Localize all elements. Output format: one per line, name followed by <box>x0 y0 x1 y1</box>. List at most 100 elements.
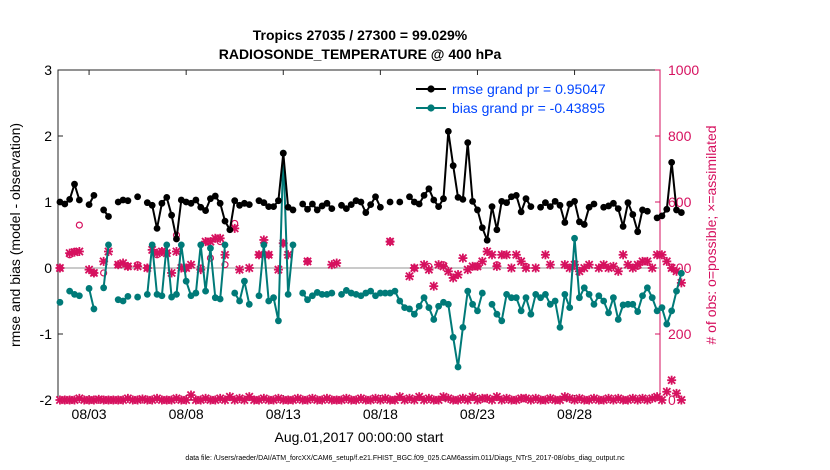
rmse-point <box>435 203 443 211</box>
rmse-point <box>367 201 375 209</box>
obs-assimilated-point <box>662 387 672 397</box>
y-tick-label-left: -1 <box>40 326 53 342</box>
bias-point <box>202 287 209 295</box>
bias-point <box>241 277 248 285</box>
bias-point <box>503 291 510 298</box>
obs-possible-point <box>56 264 64 272</box>
obs-possible-point <box>265 251 273 259</box>
obs-assimilated-point <box>584 260 594 270</box>
bias-point <box>600 297 608 305</box>
x-tick-label: 08/23 <box>460 406 495 422</box>
rmse-point <box>561 219 569 226</box>
rmse-point <box>478 224 486 232</box>
bias-point <box>449 333 457 341</box>
obs-assimilated-point <box>506 263 516 273</box>
obs-possible-point <box>100 269 108 277</box>
obs-assimilated-point <box>235 265 245 275</box>
bias-point <box>284 291 292 298</box>
y-tick-label-right: 200 <box>668 326 692 342</box>
obs-possible-point <box>75 221 83 229</box>
bias-point <box>435 302 443 310</box>
bias-point <box>527 310 535 318</box>
y-tick-label-right: 800 <box>668 128 692 144</box>
rmse-point <box>609 199 617 207</box>
bias-point <box>561 291 569 298</box>
obs-possible-point <box>634 262 642 270</box>
y-tick-label-right: 1000 <box>668 62 699 78</box>
bias-point <box>580 284 588 292</box>
bias-line-segment <box>102 244 110 288</box>
obs-possible-point <box>66 251 74 259</box>
rmse-point <box>512 192 520 199</box>
rmse-point <box>464 139 472 147</box>
rmse-point <box>590 200 598 208</box>
rmse-point <box>192 196 200 204</box>
bias-point <box>265 297 273 305</box>
bias-point <box>668 307 676 315</box>
rmse-point <box>226 226 234 234</box>
obs-assimilated-point <box>613 266 623 276</box>
rmse-point <box>279 149 287 157</box>
rmse-point <box>216 199 224 207</box>
chart-title-line2: RADIOSONDE_TEMPERATURE @ 400 hPa <box>219 46 502 62</box>
rmse-point <box>517 208 525 216</box>
obs-assimilated-point <box>395 392 405 402</box>
obs-possible-point <box>522 262 530 270</box>
bias-point <box>410 310 418 318</box>
rmse-point <box>100 206 108 214</box>
bias-point <box>328 289 336 297</box>
bias-point <box>653 307 661 315</box>
bias-point <box>493 310 501 318</box>
y-tick-label-left: 3 <box>44 62 52 78</box>
obs-assimilated-point <box>618 250 628 260</box>
rmse-point <box>197 203 205 211</box>
rmse-point <box>124 197 132 205</box>
bias-point <box>221 241 229 249</box>
bias-point <box>629 300 637 308</box>
bias-point <box>207 244 214 252</box>
x-tick-label: 08/28 <box>557 406 592 422</box>
obs-assimilated-point <box>487 250 497 260</box>
bias-point <box>197 241 205 249</box>
rmse-point <box>338 201 345 209</box>
obs-assimilated-point <box>244 263 254 273</box>
obs-assimilated-point <box>502 250 512 260</box>
obs-possible-point <box>303 257 312 265</box>
bias-point <box>459 324 467 331</box>
bias-point <box>537 294 544 302</box>
bias-point <box>376 289 384 297</box>
rmse-point <box>265 203 273 211</box>
rmse-point <box>619 223 627 230</box>
obs-assimilated-point <box>259 235 269 245</box>
rmse-point <box>643 207 651 215</box>
rmse-point <box>376 203 384 211</box>
obs-assimilated-point <box>545 260 555 270</box>
rmse-point <box>585 203 593 211</box>
rmse-point <box>571 197 578 205</box>
obs-assimilated-point <box>468 392 478 402</box>
obs-assimilated-point <box>633 395 643 405</box>
rmse-point <box>270 203 277 211</box>
rmse-point <box>624 199 632 207</box>
obs-assimilated-point <box>205 237 215 247</box>
rmse-point <box>488 203 496 211</box>
obs-assimilated-point <box>429 281 439 291</box>
rmse-point <box>304 205 311 213</box>
x-tick-label: 08/13 <box>266 406 301 422</box>
rmse-point <box>629 211 637 218</box>
bias-point <box>551 297 559 305</box>
rmse-point <box>71 180 78 188</box>
bias-point <box>158 292 166 300</box>
rmse-point <box>153 225 161 232</box>
obs-possible-point <box>124 262 132 270</box>
rmse-line-segment <box>146 195 250 240</box>
obs-assimilated-point <box>623 260 633 270</box>
rmse-point <box>546 203 554 211</box>
obs-assimilated-point <box>599 260 609 270</box>
obs-assimilated-point <box>414 392 424 402</box>
rmse-point <box>677 209 685 216</box>
bias-point <box>367 287 375 295</box>
obs-assimilated-point <box>171 247 181 256</box>
obs-possible-point <box>134 261 142 269</box>
bias-point <box>105 241 112 249</box>
